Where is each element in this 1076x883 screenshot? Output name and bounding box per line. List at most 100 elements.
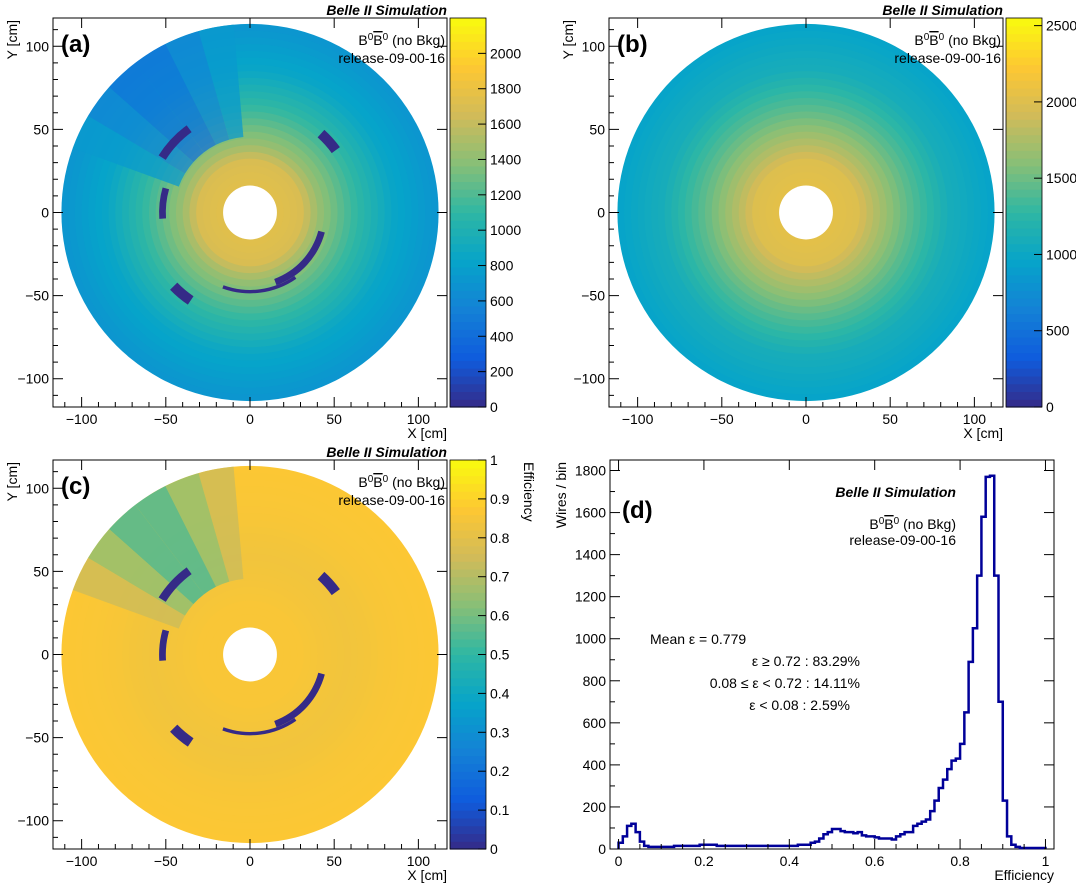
colorbar-segment xyxy=(1006,298,1042,307)
colorbar-segment xyxy=(450,181,486,190)
colorbar-segment xyxy=(1006,344,1042,354)
dead-region xyxy=(222,717,297,736)
y-tick-label: −100 xyxy=(573,371,605,387)
colorbar-tick-label: 1 xyxy=(490,452,498,468)
colorbar-tick-label: 0.8 xyxy=(490,530,510,546)
colorbar-segment xyxy=(450,654,486,663)
colorbar-tick-label: 0.9 xyxy=(490,491,510,507)
y-tick-label: 100 xyxy=(26,480,50,496)
experiment-label: Belle II Simulation xyxy=(835,484,956,500)
y-tick-label: 50 xyxy=(33,121,49,137)
colorbar-tick-label: 0.7 xyxy=(490,569,510,585)
colorbar-tick-label: 600 xyxy=(490,293,514,309)
colorbar-segment xyxy=(1006,33,1042,42)
colorbar-segment xyxy=(1006,95,1042,105)
sample-label-part: 0 xyxy=(894,516,900,527)
sample-label: B0B0 (no Bkg) xyxy=(358,474,445,491)
colorbar-segment xyxy=(450,530,486,539)
colorbar-segment xyxy=(450,305,486,315)
colorbar-segment xyxy=(450,88,486,97)
colorbar-segment xyxy=(450,212,486,221)
colorbar-segment xyxy=(1006,204,1042,214)
sample-label-part: 0 xyxy=(879,516,885,527)
colorbar-segment xyxy=(450,321,486,330)
y-tick-label: −100 xyxy=(17,371,49,387)
x-tick-label: 100 xyxy=(963,411,987,427)
colorbar-segment xyxy=(1006,80,1042,89)
colorbar-segment xyxy=(1006,305,1042,315)
colorbar-segment xyxy=(450,794,486,803)
panel-label: (b) xyxy=(617,31,648,58)
colorbar-segment xyxy=(450,592,486,601)
colorbar-segment xyxy=(450,841,486,850)
sample-label-part: B xyxy=(358,474,367,490)
dead-region xyxy=(158,125,192,160)
colorbar-segment xyxy=(450,189,486,198)
colorbar-segment xyxy=(450,755,486,765)
colorbar-segment xyxy=(450,56,486,66)
sample-label-part: B xyxy=(914,32,923,48)
colorbar-segment xyxy=(450,631,486,640)
x-axis-label: Efficiency xyxy=(994,867,1054,883)
colorbar-tick-label: 0.6 xyxy=(490,608,510,624)
colorbar-segment xyxy=(1006,290,1042,299)
colorbar-label: Efficiency xyxy=(521,462,537,522)
colorbar-segment xyxy=(1006,41,1042,50)
colorbar-segment xyxy=(450,196,486,206)
colorbar-segment xyxy=(450,763,486,772)
y-axis-label: Y [cm] xyxy=(4,462,20,501)
sample-label-part: 0 xyxy=(383,32,389,43)
x-tick-label: 1 xyxy=(1042,853,1050,869)
stat-mid: 0.08 ≤ ε < 0.72 : 14.11% xyxy=(710,675,860,691)
colorbar-segment xyxy=(450,576,486,586)
colorbar-segment xyxy=(1006,64,1042,74)
y-tick-label: −100 xyxy=(17,813,49,829)
colorbar-segment xyxy=(1006,212,1042,221)
colorbar-segment xyxy=(1006,399,1042,408)
colorbar-tick-label: 1200 xyxy=(490,187,521,203)
colorbar-segment xyxy=(450,460,486,469)
sample-label-part: 0 xyxy=(368,474,374,485)
y-tick-label: 0 xyxy=(597,205,605,221)
colorbar-segment xyxy=(450,49,486,58)
colorbar-segment xyxy=(450,724,486,733)
colorbar-tick-label: 2500 xyxy=(1046,18,1076,34)
colorbar-segment xyxy=(450,111,486,120)
x-tick-label: 0 xyxy=(615,853,623,869)
x-axis-label: X [cm] xyxy=(963,425,1003,441)
colorbar-segment xyxy=(1006,274,1042,284)
colorbar-segment xyxy=(450,158,486,167)
colorbar-segment xyxy=(450,72,486,81)
x-tick-label: 50 xyxy=(882,411,898,427)
x-tick-label: −100 xyxy=(66,411,98,427)
colorbar-segment xyxy=(1006,49,1042,58)
sample-label-part: B xyxy=(373,474,382,490)
sample-label-part: B xyxy=(884,516,893,532)
colorbar-segment xyxy=(450,561,486,570)
sample-label-part: 0 xyxy=(924,32,930,43)
colorbar-segment xyxy=(450,383,486,393)
colorbar-segment xyxy=(1006,352,1042,361)
sample-label: B0B0 (no Bkg) xyxy=(914,32,1001,49)
release-label: release-09-00-16 xyxy=(338,50,445,66)
dead-region xyxy=(158,567,192,602)
colorbar-segment xyxy=(1006,336,1042,346)
colorbar-segment xyxy=(450,329,486,338)
dead-region xyxy=(170,282,194,305)
low-efficiency-region xyxy=(72,115,185,187)
x-tick-label: −50 xyxy=(710,411,734,427)
y-axis-label: Y [cm] xyxy=(4,20,20,59)
x-tick-label: −100 xyxy=(66,853,98,869)
colorbar-segment xyxy=(450,693,486,702)
y-tick-label: 50 xyxy=(33,563,49,579)
sample-label-part: B xyxy=(869,516,878,532)
colorbar-tick-label: 800 xyxy=(490,258,514,274)
colorbar-segment xyxy=(450,568,486,578)
colorbar-segment xyxy=(450,553,486,562)
release-label: release-09-00-16 xyxy=(849,532,956,548)
colorbar-tick-label: 0 xyxy=(490,841,498,857)
colorbar-segment xyxy=(450,95,486,105)
y-tick-label: −50 xyxy=(25,730,49,746)
